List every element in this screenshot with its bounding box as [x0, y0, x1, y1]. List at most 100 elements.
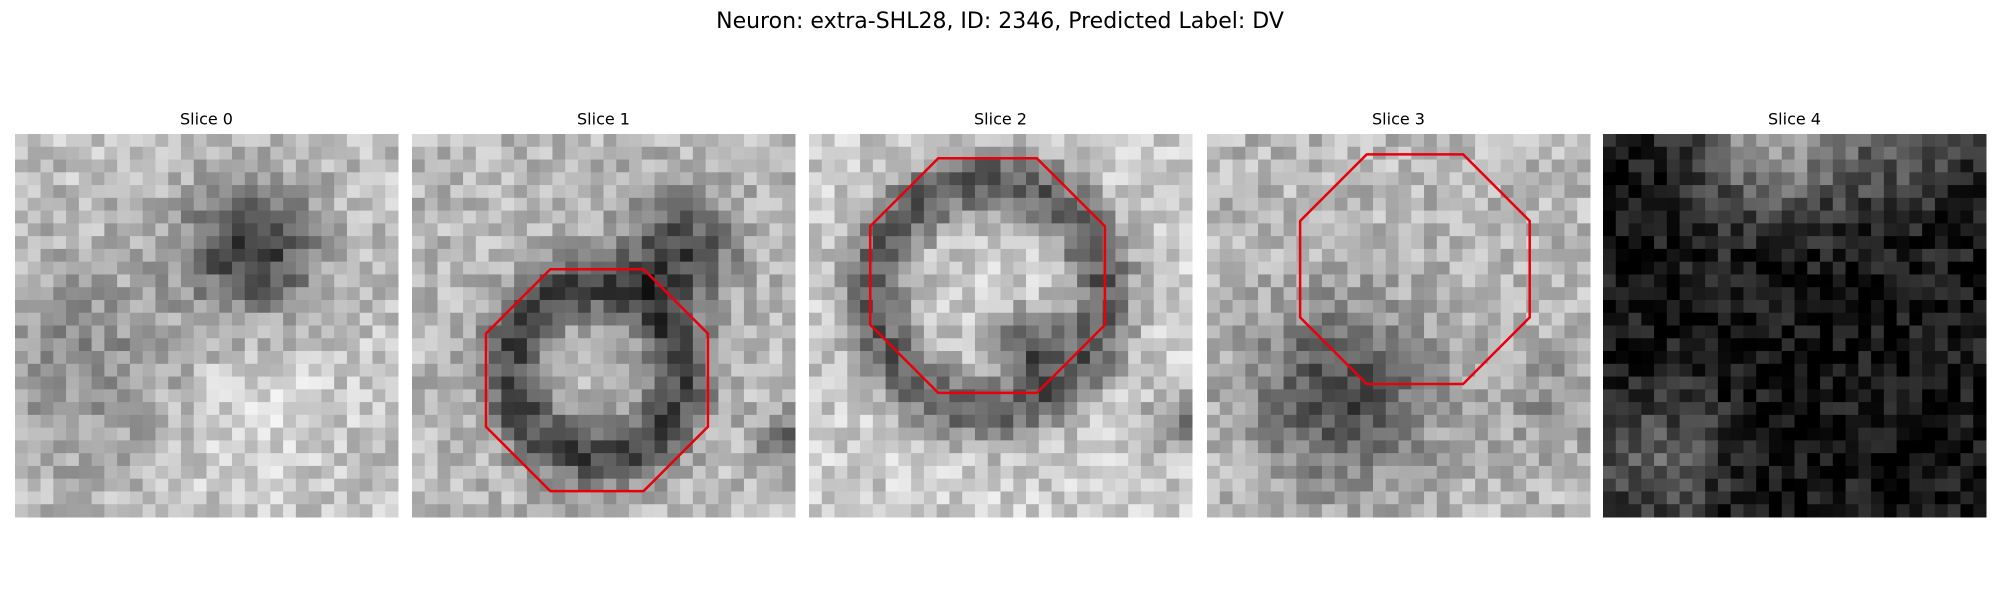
- pixel: [1730, 185, 1744, 199]
- pixel: [565, 325, 579, 339]
- pixel: [1820, 338, 1834, 352]
- pixel: [1296, 287, 1310, 301]
- pixel: [1500, 223, 1514, 237]
- pixel: [987, 351, 1001, 365]
- pixel: [1794, 465, 1808, 480]
- pixel: [1603, 261, 1617, 275]
- pixel: [577, 440, 592, 454]
- pixel: [501, 491, 515, 505]
- pixel: [1845, 210, 1859, 224]
- pixel: [1258, 453, 1272, 467]
- pixel: [885, 389, 899, 403]
- pixel: [743, 172, 758, 186]
- pixel: [1794, 312, 1808, 326]
- pixel: [962, 465, 976, 480]
- pixel: [756, 325, 770, 339]
- pixel: [974, 351, 989, 365]
- pixel: [667, 325, 681, 339]
- pixel: [1219, 261, 1234, 275]
- pixel: [898, 478, 912, 492]
- pixel: [463, 172, 477, 186]
- pixel: [743, 134, 758, 148]
- pixel: [1551, 478, 1565, 492]
- pixel: [1179, 261, 1193, 275]
- pixel: [1232, 248, 1246, 263]
- pixel: [463, 146, 477, 161]
- pixel: [1179, 248, 1193, 263]
- pixel: [872, 261, 887, 275]
- pixel: [219, 504, 233, 518]
- pixel: [654, 312, 668, 326]
- pixel: [117, 223, 131, 237]
- pixel: [1487, 146, 1502, 161]
- pixel: [412, 185, 426, 199]
- pixel: [1871, 146, 1885, 161]
- pixel: [206, 134, 220, 148]
- pixel: [475, 236, 490, 250]
- pixel: [629, 223, 643, 237]
- pixel: [40, 491, 54, 505]
- pixel: [424, 363, 439, 378]
- pixel: [834, 185, 848, 199]
- pixel: [1000, 146, 1014, 161]
- pixel: [155, 312, 169, 326]
- pixel: [1475, 210, 1489, 224]
- pixel: [1077, 236, 1091, 250]
- pixel: [1026, 453, 1040, 467]
- pixel: [629, 146, 643, 161]
- pixel: [923, 287, 938, 301]
- pixel: [1615, 185, 1630, 199]
- pixel: [27, 134, 42, 148]
- pixel: [1654, 491, 1668, 505]
- pixel: [1564, 414, 1578, 429]
- pixel: [359, 351, 373, 365]
- pixel: [1321, 248, 1336, 263]
- pixel: [155, 134, 169, 148]
- pixel: [680, 325, 694, 339]
- pixel: [872, 197, 887, 212]
- pixel: [1436, 478, 1451, 492]
- pixel: [501, 185, 515, 199]
- pixel: [232, 312, 246, 326]
- pixel: [1270, 491, 1285, 505]
- pixel: [155, 287, 169, 301]
- pixel: [193, 478, 207, 492]
- pixel: [731, 159, 745, 173]
- pixel: [1743, 491, 1757, 505]
- pixel: [385, 363, 399, 378]
- pixel: [283, 389, 297, 403]
- pixel: [424, 172, 439, 186]
- pixel: [1666, 465, 1681, 480]
- pixel: [1347, 414, 1361, 429]
- pixel: [1462, 351, 1476, 365]
- pixel: [1153, 427, 1167, 441]
- pixel: [1140, 210, 1155, 224]
- pixel: [1207, 197, 1221, 212]
- pixel: [1462, 414, 1476, 429]
- pixel: [1858, 261, 1872, 275]
- pixel: [1858, 197, 1872, 212]
- pixel: [782, 185, 796, 199]
- pixel: [821, 351, 836, 365]
- pixel: [809, 172, 823, 186]
- pixel: [1832, 287, 1847, 301]
- pixel: [1756, 478, 1770, 492]
- pixel: [232, 363, 246, 378]
- pixel: [743, 402, 758, 416]
- pixel: [1692, 299, 1706, 314]
- pixel: [1347, 185, 1361, 199]
- pixel: [1487, 287, 1502, 301]
- pixel: [1038, 402, 1053, 416]
- pixel: [1641, 236, 1655, 250]
- pixel: [936, 376, 950, 390]
- pixel: [1500, 402, 1514, 416]
- pixel: [1334, 236, 1348, 250]
- pixel: [1245, 338, 1259, 352]
- pixel: [1960, 248, 1974, 263]
- pixel: [206, 159, 220, 173]
- pixel: [270, 134, 284, 148]
- pixel: [1973, 172, 1987, 186]
- pixel: [129, 351, 144, 365]
- pixel: [1871, 210, 1885, 224]
- pixel: [219, 465, 233, 480]
